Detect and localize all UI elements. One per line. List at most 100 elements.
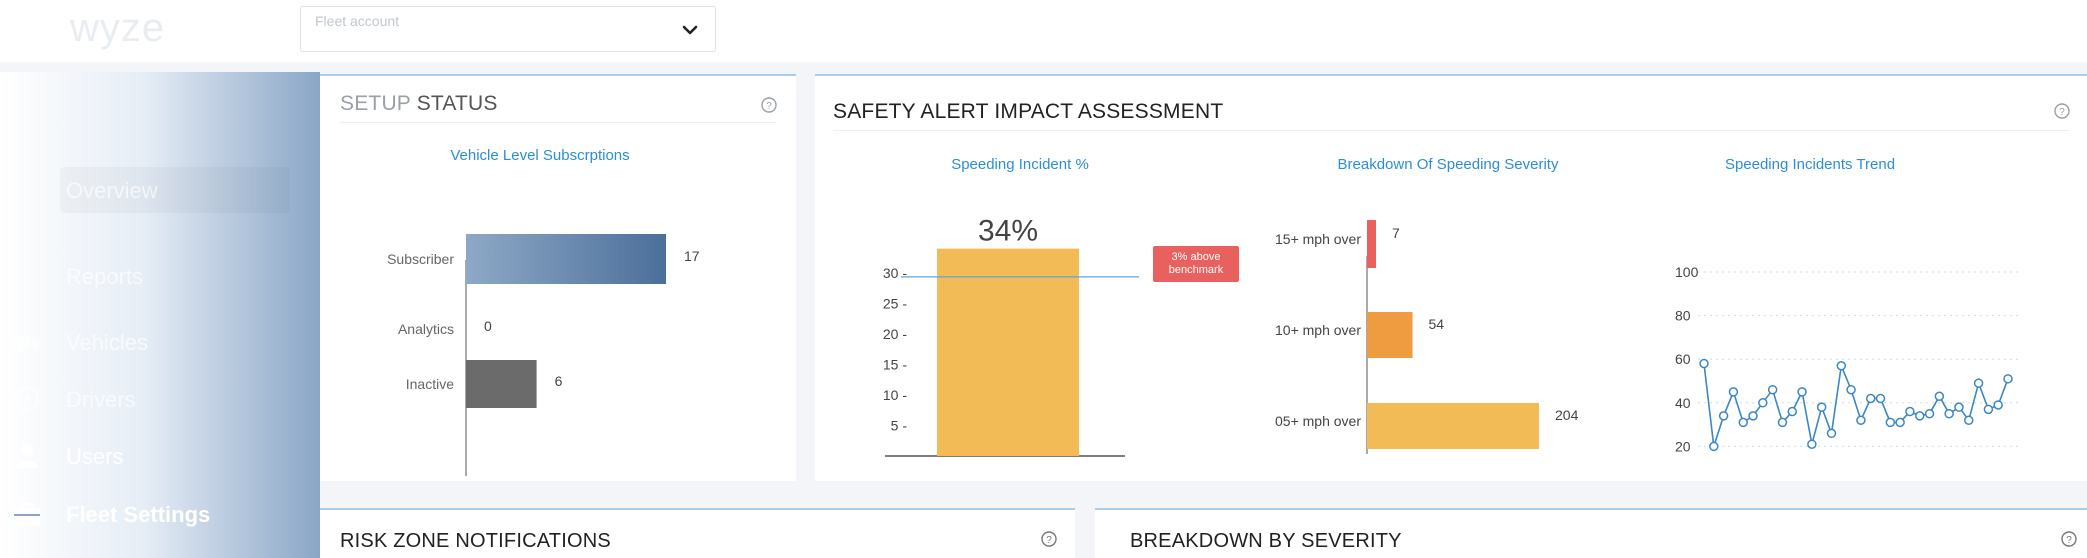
sidebar-item-drivers[interactable]: Drivers — [0, 379, 320, 419]
sidebar-item-label: Reports — [66, 264, 144, 289]
data-point — [1728, 387, 1739, 397]
bar-value-label: 7 — [1392, 225, 1400, 241]
brand-logo[interactable]: wyze — [70, 6, 166, 50]
svg-text:?: ? — [2059, 107, 2065, 118]
data-point — [1787, 406, 1798, 417]
data-point — [1983, 404, 1994, 415]
svg-text:?: ? — [2066, 535, 2072, 546]
data-point — [1934, 391, 1945, 402]
card-gap — [1075, 500, 1095, 558]
data-point — [1807, 439, 1817, 449]
sidebar-item-label: Overview — [66, 178, 158, 203]
sidebar-item-fleet-settings[interactable]: Fleet Settings — [0, 494, 320, 534]
y-tick-label: 5 - — [891, 418, 908, 434]
benchmark-badge: 3% above benchmark — [1153, 246, 1239, 282]
data-point — [1924, 408, 1935, 419]
data-point — [1758, 398, 1768, 408]
card-title-bold: STATUS — [416, 92, 498, 115]
category-label: 05+ mph over — [1275, 413, 1361, 429]
help-icon[interactable]: ? — [760, 96, 778, 114]
y-tick-label: 30 - — [883, 265, 907, 281]
bar-value-label: 0 — [484, 318, 492, 334]
sidebar-item-label: Drivers — [66, 387, 136, 412]
breakdown-severity-card: BREAKDOWN BY SEVERITY ? — [1095, 508, 2087, 558]
bar — [1367, 312, 1413, 358]
data-point — [1865, 393, 1876, 404]
bar-value-label: 34% — [978, 215, 1038, 248]
data-point — [1914, 411, 1925, 421]
data-point — [1954, 402, 1964, 412]
y-tick-label: 20 - — [883, 326, 907, 342]
card-title: BREAKDOWN BY SEVERITY — [1130, 530, 1402, 552]
category-label: 10+ mph over — [1275, 322, 1361, 338]
data-point — [1699, 358, 1709, 369]
subscriptions-chart: Subscriber 17 Analytics 0 Inactive 6 — [387, 234, 700, 476]
sidebar-item-overview[interactable]: Overview — [0, 170, 320, 210]
fleet-account-select[interactable]: Fleet account — [300, 6, 716, 52]
y-tick-label: 20 — [1675, 438, 1691, 454]
data-point — [1846, 384, 1856, 395]
card-divider — [340, 122, 776, 123]
briefcase-icon — [14, 502, 40, 525]
sidebar-item-reports[interactable]: Reports — [0, 256, 320, 296]
category-label: 15+ mph over — [1275, 231, 1361, 247]
data-point — [1777, 417, 1788, 428]
data-point — [2003, 374, 2013, 384]
severity-title: Breakdown Of Speeding Severity — [1337, 156, 1559, 173]
category-label: Subscriber — [387, 251, 454, 267]
benchmark-text-2: benchmark — [1168, 264, 1224, 276]
truck-icon — [14, 336, 40, 352]
data-point — [1885, 417, 1896, 428]
sidebar-item-vehicles[interactable]: Vehicles — [0, 322, 320, 362]
data-point — [1709, 441, 1719, 452]
sidebar-item-label: Vehicles — [66, 330, 148, 355]
data-point — [1944, 408, 1954, 419]
card-title: RISK ZONE NOTIFICATIONS — [340, 530, 611, 552]
bar-value-label: 17 — [684, 248, 700, 264]
data-point — [1718, 411, 1729, 421]
user-icon — [16, 444, 38, 468]
help-icon[interactable]: ? — [2060, 530, 2078, 548]
setup-status-card: SETUP STATUS ? Vehicle Level Subscrption… — [320, 74, 796, 481]
fleet-account-placeholder: Fleet account — [315, 13, 400, 29]
card-title-light: SETUP — [340, 92, 411, 115]
chart-title: Vehicle Level Subscrptions — [450, 147, 630, 164]
speeding-severity-chart: 15+ mph over 7 10+ mph over 54 05+ mph over 2… — [1275, 220, 1579, 454]
driver-icon — [14, 386, 40, 412]
data-point — [1993, 400, 2003, 410]
y-tick-label: 80 — [1675, 308, 1691, 324]
trend-title: Speeding Incidents Trend — [1724, 156, 1896, 173]
data-point — [1826, 428, 1837, 439]
help-icon[interactable]: ? — [2053, 102, 2071, 120]
bar — [1367, 403, 1539, 449]
data-point — [1748, 411, 1758, 421]
bar — [937, 248, 1079, 456]
sidebar-item-users[interactable]: Users — [0, 436, 320, 476]
speeding-pct-chart: 5 - 10 - 15 - 20 - 25 - 30 - 34% — [883, 215, 1139, 457]
top-bar: wyze Fleet account — [0, 0, 2087, 62]
speeding-trend-chart: 020406080100JanFeb — [1675, 264, 2018, 454]
category-label: Analytics — [398, 321, 454, 337]
sidebar: Overview Reports Vehicles Drivers Users — [0, 72, 320, 558]
y-tick-label: 10 - — [883, 387, 907, 403]
y-tick-label: 100 — [1675, 264, 1699, 280]
data-point — [1875, 393, 1886, 404]
data-point — [1895, 417, 1905, 428]
benchmark-text-1: 3% above — [1171, 251, 1221, 263]
category-label: Inactive — [406, 376, 454, 392]
chevron-down-icon[interactable] — [681, 21, 699, 39]
speeding-pct-title: Speeding Incident % — [951, 156, 1089, 173]
card-title: SAFETY ALERT IMPACT ASSESSMENT — [833, 100, 1224, 123]
data-point — [1905, 406, 1915, 417]
y-tick-label: 60 — [1675, 351, 1691, 367]
y-tick-label: 40 — [1675, 395, 1691, 411]
svg-text:?: ? — [1046, 535, 1052, 546]
bar — [466, 360, 537, 408]
help-icon[interactable]: ? — [1040, 530, 1058, 548]
data-point — [1738, 417, 1748, 428]
bar — [466, 234, 666, 284]
y-tick-label: 25 - — [883, 296, 907, 312]
data-point — [1816, 402, 1827, 412]
sidebar-item-label: Users — [66, 444, 124, 469]
data-point — [1836, 360, 1847, 371]
